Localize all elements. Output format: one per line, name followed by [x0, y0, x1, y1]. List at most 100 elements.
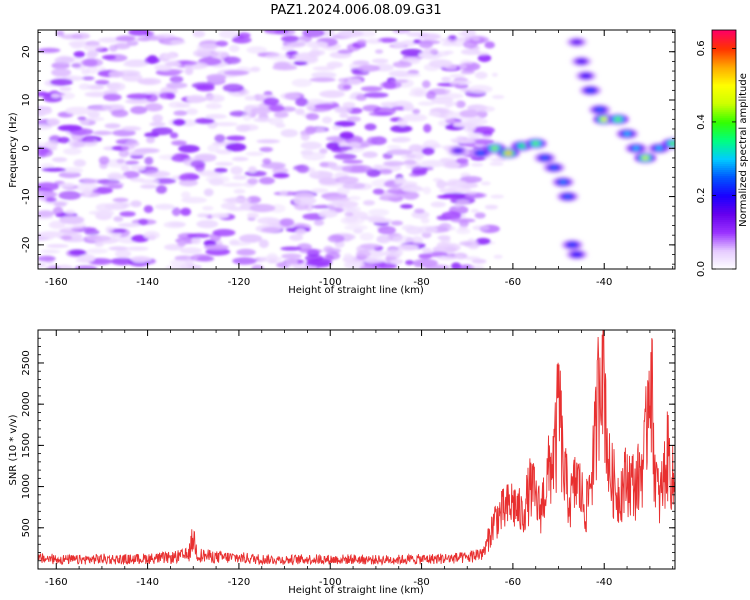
heatmap-cell	[363, 200, 375, 206]
heatmap-cell	[73, 51, 86, 58]
heatmap-cell	[158, 92, 176, 100]
colorbar-strip	[712, 109, 736, 113]
heatmap-cell	[130, 150, 147, 156]
heatmap-cell	[231, 36, 252, 44]
heatmap-cell	[51, 68, 72, 77]
heatmap-cell	[453, 77, 469, 82]
heatmap-cell	[471, 138, 494, 145]
heatmap-cell	[417, 101, 435, 106]
heatmap-cell	[550, 165, 558, 170]
heatmap-cell	[400, 204, 414, 209]
heatmap-cell	[126, 93, 153, 100]
colorbar-strip	[712, 47, 736, 51]
heatmap-cell	[155, 185, 167, 194]
colorbar-strip	[712, 131, 736, 135]
colorbar-strip	[712, 153, 736, 157]
heatmap-cell	[178, 174, 189, 181]
heatmap-cell	[310, 188, 329, 194]
heatmap-cell	[455, 255, 464, 260]
colorbar-strip	[712, 147, 736, 151]
heatmap-cell	[421, 231, 432, 239]
heatmap-cell	[239, 234, 263, 243]
colorbar-strip	[712, 37, 736, 41]
colorbar-strip	[712, 129, 736, 133]
heatmap-cell	[441, 242, 455, 247]
heatmap-cell	[396, 73, 422, 78]
heatmap-cell	[77, 116, 87, 121]
heatmap-cell	[474, 71, 488, 80]
colorbar-strip	[712, 159, 736, 163]
heatmap-cell	[333, 153, 357, 160]
heatmap-cell	[318, 177, 340, 185]
heatmap-cell	[50, 78, 73, 86]
heatmap-cell	[377, 37, 398, 43]
heatmap-cell	[203, 188, 214, 197]
heatmap-cell	[477, 110, 488, 119]
heatmap-cell	[263, 97, 280, 106]
heatmap-cell	[245, 151, 264, 156]
snr-panel: -160 -140 -120 -100 -80 -60 -40 500 1000 1500 2000…	[8, 329, 676, 596]
heatmap-cell	[490, 194, 505, 199]
heatmap-cell	[281, 45, 295, 51]
heatmap-cell	[107, 174, 127, 180]
heatmap-cell	[47, 118, 60, 126]
heatmap-cell	[422, 80, 431, 89]
heatmap-cell	[388, 79, 409, 84]
heatmap-cell	[274, 111, 289, 118]
heatmap-cell	[632, 146, 640, 151]
heatmap-cell	[596, 107, 604, 112]
heatmap-cell	[491, 72, 498, 77]
heatmap-cell	[121, 202, 131, 208]
y-tick-label: 20	[21, 45, 32, 58]
heatmap-cell	[215, 149, 232, 155]
heatmap-cell	[144, 56, 161, 65]
colorbar-strip	[712, 185, 736, 188]
heatmap-cell	[341, 164, 366, 174]
heatmap-cell	[336, 186, 350, 196]
colorbar-strip	[712, 103, 736, 107]
heatmap-cell	[57, 124, 83, 132]
heatmap-cell	[396, 244, 419, 251]
heatmap-cell	[59, 86, 72, 92]
colorbar-strip	[712, 101, 736, 105]
heatmap-cell	[383, 160, 406, 167]
heatmap-cell	[459, 36, 470, 41]
heatmap-cell	[371, 58, 389, 64]
y-tick-label: -10	[21, 188, 32, 204]
heatmap-cell	[119, 211, 136, 217]
colorbar-strip	[712, 57, 736, 61]
heatmap-cell	[38, 106, 53, 116]
heatmap-cell	[422, 186, 432, 195]
colorbar-strip	[712, 197, 736, 200]
heatmap-cell	[268, 117, 284, 126]
heatmap-cell	[326, 61, 343, 69]
heatmap-cell	[428, 111, 442, 117]
heatmap-cell	[420, 217, 430, 224]
heatmap-cell	[480, 181, 491, 186]
heatmap-cell	[235, 124, 251, 132]
heatmap-cell	[318, 209, 338, 218]
colorbar-strip	[712, 189, 736, 192]
heatmap-cell	[162, 39, 172, 45]
heatmap-cell	[87, 111, 100, 118]
heatmap-cell	[81, 68, 90, 75]
heatmap-cell	[178, 179, 198, 187]
colorbar-strip	[712, 213, 736, 216]
snr-series-line	[38, 330, 675, 566]
heatmap-cell	[86, 248, 109, 254]
heatmap-cell	[41, 191, 58, 198]
heatmap-cell	[69, 249, 86, 256]
heatmap-cell	[475, 105, 495, 113]
heatmap-cell	[384, 248, 403, 258]
heatmap-cell	[472, 225, 490, 231]
heatmap-cell	[215, 40, 228, 47]
colorbar-strip	[712, 183, 736, 186]
heatmap-cell	[162, 53, 177, 60]
heatmap-cell	[346, 116, 361, 123]
heatmap-cell	[389, 259, 404, 265]
heatmap-cell	[215, 161, 234, 166]
heatmap-cell	[65, 106, 91, 116]
heatmap-cell	[587, 88, 594, 93]
heatmap-cell	[356, 250, 371, 258]
